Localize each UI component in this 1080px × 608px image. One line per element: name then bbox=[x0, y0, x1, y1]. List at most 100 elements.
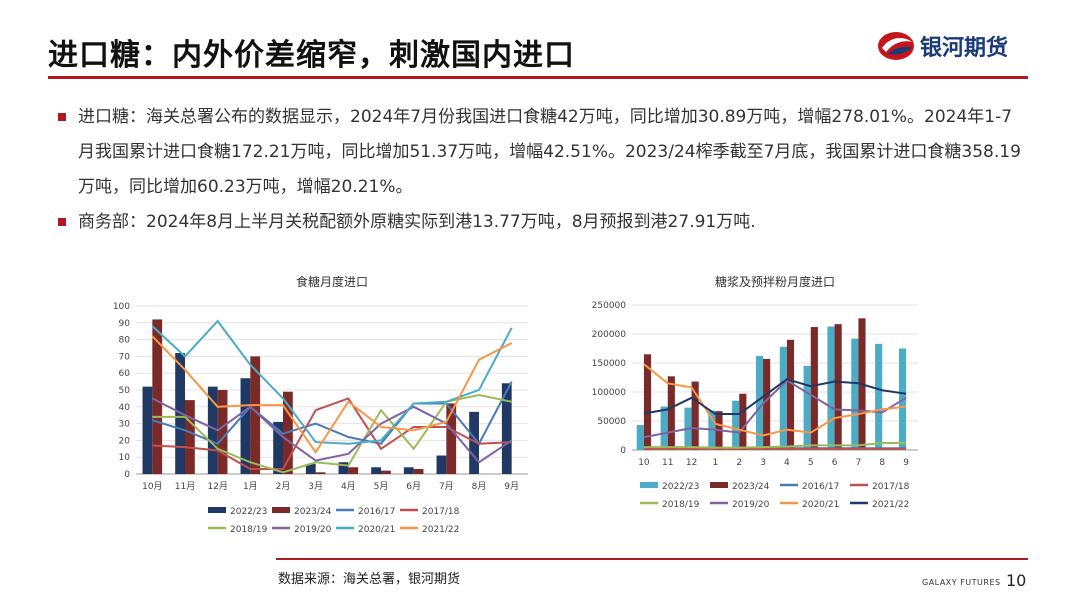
bar-2023-24 bbox=[152, 319, 163, 474]
footer-brand: GALAXY FUTURES bbox=[922, 578, 1001, 587]
bar-2022-23 bbox=[875, 343, 883, 450]
series-line-2017-18 bbox=[152, 397, 512, 470]
y-tick-label: 90 bbox=[119, 319, 131, 329]
bar-2022-23 bbox=[469, 411, 479, 474]
y-tick-label: 20 bbox=[119, 436, 131, 446]
x-tick-label: 1 bbox=[713, 458, 719, 468]
legend-swatch bbox=[272, 507, 290, 513]
legend-label: 2019/20 bbox=[732, 500, 770, 510]
y-tick-label: 40 bbox=[119, 403, 131, 413]
bar-2023-24 bbox=[413, 468, 424, 474]
bar-2023-24 bbox=[763, 358, 771, 450]
galaxy-logo-icon bbox=[878, 32, 914, 60]
x-tick-label: 11月 bbox=[175, 481, 195, 492]
series-line-2018-19 bbox=[643, 442, 907, 449]
bar-2022-23 bbox=[273, 421, 283, 474]
x-tick-label: 12 bbox=[686, 458, 697, 468]
bar-2023-24 bbox=[691, 381, 699, 450]
x-tick-label: 6 bbox=[832, 458, 838, 468]
x-tick-label: 7 bbox=[856, 458, 862, 468]
series-line-2020-21 bbox=[151, 319, 513, 445]
legend-swatch bbox=[208, 507, 226, 513]
y-tick-label: 70 bbox=[119, 352, 131, 362]
x-tick-label: 5月 bbox=[374, 481, 389, 492]
series-line-2019-20 bbox=[643, 379, 907, 439]
x-tick-label: 9 bbox=[903, 458, 909, 468]
series-line-2020-21 bbox=[643, 363, 907, 437]
y-tick-label: 0 bbox=[620, 446, 626, 456]
header-divider bbox=[48, 76, 1028, 79]
legend-label: 2022/23 bbox=[230, 507, 267, 517]
x-tick-label: 8月 bbox=[472, 481, 487, 492]
legend-label: 2019/20 bbox=[294, 525, 332, 535]
bar-2022-23 bbox=[660, 406, 668, 450]
y-tick-label: 250000 bbox=[592, 301, 627, 311]
y-tick-label: 50 bbox=[119, 386, 131, 396]
bar-2022-23 bbox=[732, 400, 740, 450]
bar-2023-24 bbox=[446, 403, 457, 474]
bar-2023-24 bbox=[667, 376, 675, 450]
bar-2022-23 bbox=[827, 326, 835, 450]
x-tick-label: 10月 bbox=[142, 481, 162, 492]
brand-name: 银河期货 bbox=[920, 36, 1009, 61]
legend-swatch bbox=[640, 482, 658, 488]
legend-label: 2021/22 bbox=[422, 525, 459, 535]
bar-2023-24 bbox=[250, 356, 261, 474]
legend-swatch bbox=[710, 482, 728, 488]
series-line-2016-17 bbox=[152, 381, 513, 446]
bar-2022-23 bbox=[779, 346, 787, 450]
bullet-item-import: 进口糖：海关总署公布的数据显示，2024年7月份我国进口食糖42万吨，同比增加3… bbox=[58, 100, 1028, 205]
y-tick-label: 10 bbox=[119, 453, 131, 463]
bar-2023-24 bbox=[786, 339, 795, 450]
bar-2023-24 bbox=[834, 324, 842, 450]
legend-label: 2022/23 bbox=[662, 482, 699, 492]
legend-label: 2017/18 bbox=[872, 482, 910, 492]
bar-2023-24 bbox=[315, 472, 326, 474]
x-tick-label: 4月 bbox=[341, 481, 356, 492]
x-tick-label: 2月 bbox=[276, 481, 291, 492]
page-title: 进口糖：内外价差缩窄，刺激国内进口 bbox=[48, 38, 575, 73]
bar-2022-23 bbox=[803, 365, 811, 450]
y-tick-label: 100 bbox=[113, 302, 130, 312]
bar-2022-23 bbox=[403, 467, 414, 474]
bar-2022-23 bbox=[240, 378, 251, 474]
bar-2023-24 bbox=[643, 354, 652, 450]
y-tick-label: 60 bbox=[119, 369, 131, 379]
bar-2023-24 bbox=[739, 393, 747, 450]
bullet-text: 进口糖：海关总署公布的数据显示，2024年7月份我国进口食糖42万吨，同比增加3… bbox=[78, 107, 1021, 197]
legend-label: 2023/24 bbox=[732, 482, 770, 492]
bar-2022-23 bbox=[755, 356, 764, 450]
x-tick-label: 12月 bbox=[207, 481, 227, 492]
bullet-list: 进口糖：海关总署公布的数据显示，2024年7月份我国进口食糖42万吨，同比增加3… bbox=[58, 100, 1028, 240]
x-tick-label: 8 bbox=[879, 458, 885, 468]
x-tick-label: 3月 bbox=[308, 481, 323, 492]
x-tick-label: 6月 bbox=[406, 481, 421, 492]
bar-2023-24 bbox=[185, 400, 195, 474]
bar-2022-23 bbox=[436, 455, 447, 474]
legend-label: 2017/18 bbox=[422, 507, 460, 517]
bar-2022-23 bbox=[636, 425, 644, 450]
x-tick-label: 10 bbox=[638, 458, 650, 468]
chart-title: 食糖月度进口 bbox=[296, 274, 368, 289]
bar-2022-23 bbox=[501, 383, 512, 474]
chart-title: 糖浆及预拌粉月度进口 bbox=[715, 274, 835, 289]
bullet-square-icon bbox=[58, 113, 66, 121]
x-tick-label: 4 bbox=[784, 458, 790, 468]
x-tick-label: 2 bbox=[736, 458, 742, 468]
y-tick-label: 80 bbox=[119, 336, 131, 346]
y-tick-label: 0 bbox=[124, 470, 130, 480]
bar-2022-23 bbox=[371, 467, 381, 474]
series-line-2019-20 bbox=[151, 397, 513, 464]
legend-label: 2018/19 bbox=[662, 500, 700, 510]
x-tick-label: 3 bbox=[760, 458, 766, 468]
bar-2023-24 bbox=[217, 390, 228, 474]
x-tick-label: 1月 bbox=[243, 481, 258, 492]
bullet-text: 商务部：2024年8月上半月关税配额外原糖实际到港13.77万吨，8月预报到港2… bbox=[78, 212, 756, 232]
x-tick-label: 5 bbox=[808, 458, 814, 468]
series-line-2021-22 bbox=[151, 335, 513, 454]
legend-label: 2016/17 bbox=[358, 507, 395, 517]
legend-label: 2021/22 bbox=[872, 500, 909, 510]
y-tick-label: 50000 bbox=[597, 417, 626, 427]
y-tick-label: 150000 bbox=[592, 359, 627, 369]
bar-2023-24 bbox=[381, 470, 391, 474]
